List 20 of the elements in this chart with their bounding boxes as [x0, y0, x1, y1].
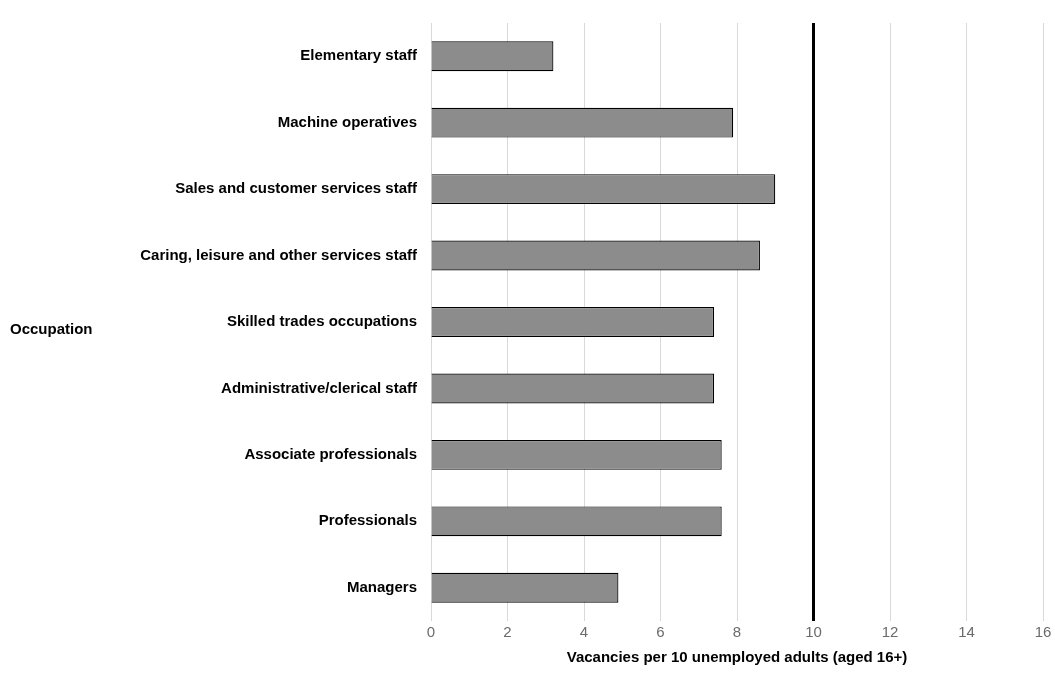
x-tick-label: 4	[579, 623, 589, 641]
x-tick-label: 10	[805, 623, 822, 641]
x-tick-label: 2	[503, 623, 512, 641]
x-tick-label: 16	[1034, 623, 1052, 641]
y-tick-label: Sales and customer services staff	[175, 179, 418, 197]
y-tick-label: Associate professionals	[244, 445, 417, 463]
y-tick-label: Administrative/clerical staff	[221, 378, 418, 396]
y-tick-label: Machine operatives	[277, 112, 417, 130]
y-axis-title: Occupation	[10, 320, 93, 338]
x-tick-label: 14	[958, 623, 975, 641]
x-axis-title: Vacancies per 10 unemployed adults (aged 16+)	[566, 648, 908, 666]
y-tick-label: Managers	[346, 577, 417, 595]
x-tick-label: 0	[426, 623, 436, 641]
y-tick-label: Caring, leisure and other services staff	[140, 245, 418, 263]
y-tick-label: Elementary staff	[300, 46, 418, 64]
y-tick-label: Professionals	[318, 511, 417, 529]
x-tick-label: 6	[656, 623, 665, 641]
x-tick-label: 8	[732, 623, 742, 641]
y-tick-label: Skilled trades occupations	[226, 312, 417, 330]
x-tick-label: 12	[881, 623, 899, 641]
